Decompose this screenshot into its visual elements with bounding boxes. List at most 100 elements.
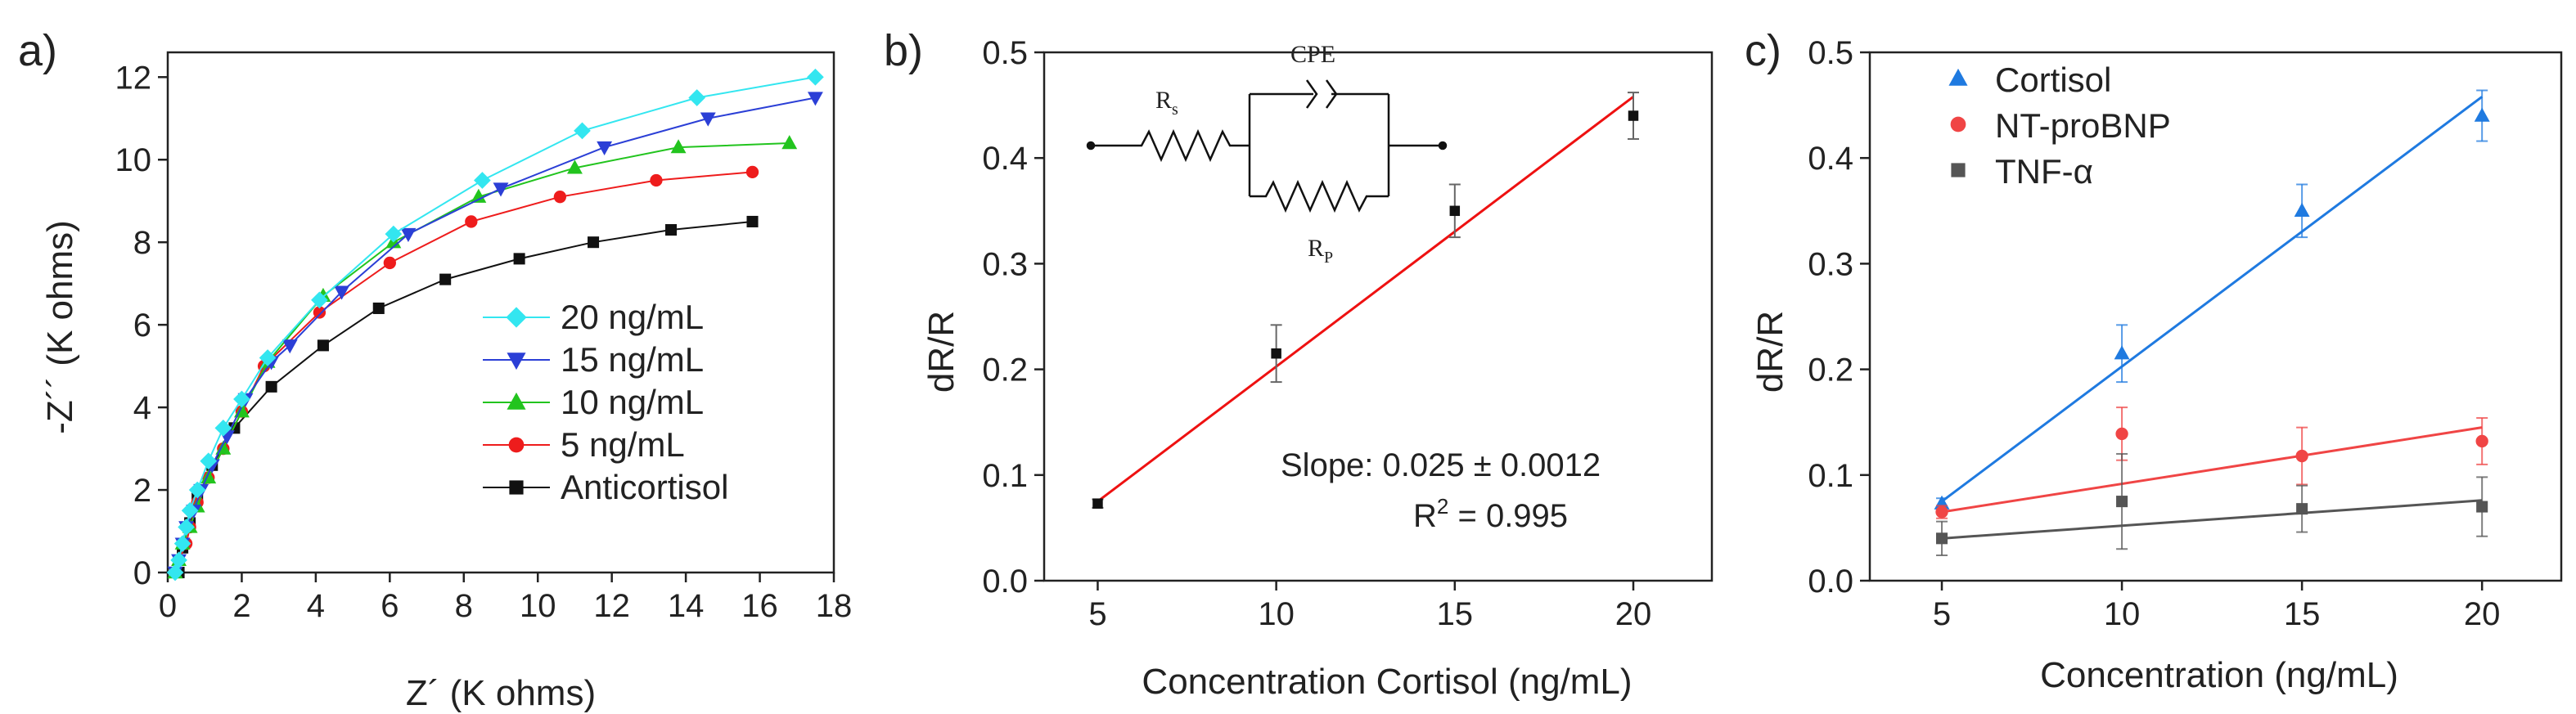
y-tick-label: 4 xyxy=(133,390,151,426)
data-point xyxy=(2295,449,2308,463)
data-point xyxy=(670,139,687,154)
y-tick-label: 6 xyxy=(133,308,151,344)
data-point xyxy=(439,273,452,285)
data-point xyxy=(178,519,195,536)
data-point xyxy=(2294,202,2310,217)
series-line xyxy=(174,76,816,573)
r-squared-label: R xyxy=(1413,498,1437,534)
y-tick-label: 0.5 xyxy=(982,35,1028,71)
data-point xyxy=(746,215,759,227)
y-tick-label: 10 xyxy=(115,142,152,178)
x-tick-label: 5 xyxy=(1933,596,1951,632)
legend-marker xyxy=(506,307,527,328)
data-point xyxy=(317,339,329,352)
legend-label: 10 ng/mL xyxy=(561,383,704,421)
data-point xyxy=(385,225,403,243)
data-point xyxy=(553,191,567,204)
data-point xyxy=(2296,503,2308,515)
legend-marker xyxy=(1950,116,1966,132)
data-point xyxy=(1936,532,1948,545)
data-point xyxy=(493,182,509,197)
x-tick-label: 20 xyxy=(1615,596,1652,632)
data-point xyxy=(233,390,250,408)
circuit-label-rs-main: R xyxy=(1155,87,1172,114)
panel-a-ylabel: -Z´´ (K ohms) xyxy=(40,220,80,434)
data-point xyxy=(173,535,191,553)
data-point xyxy=(745,165,759,179)
circuit-label-rs-sub: s xyxy=(1172,101,1178,119)
data-point xyxy=(807,68,824,86)
fit-line xyxy=(1097,96,1634,503)
panel-b-ylabel: dR/R xyxy=(921,311,961,393)
data-point xyxy=(311,291,328,309)
data-point xyxy=(513,253,525,265)
fit-line xyxy=(1941,426,2483,514)
legend-marker xyxy=(508,437,525,453)
r-squared-annotation: R2 = 0.995 xyxy=(1413,494,1568,534)
data-point xyxy=(181,501,199,519)
y-tick-label: 0.3 xyxy=(982,246,1028,282)
x-tick-label: 5 xyxy=(1088,596,1106,632)
legend-label: 20 ng/mL xyxy=(561,298,704,336)
data-point xyxy=(265,380,277,393)
panel-b-xlabel: Concentration Cortisol (ng/mL) xyxy=(1142,662,1632,702)
equivalent-circuit-inset xyxy=(1086,79,1448,213)
plot-frame xyxy=(1868,51,2563,582)
y-tick-label: 0.1 xyxy=(1808,458,1853,494)
data-point xyxy=(334,285,349,300)
legend-label: 15 ng/mL xyxy=(561,340,704,379)
x-tick-label: 10 xyxy=(2104,596,2141,632)
legend-label: NT-proBNP xyxy=(1995,106,2171,145)
legend-marker xyxy=(509,480,524,495)
data-point xyxy=(313,306,327,319)
data-point xyxy=(807,92,823,106)
data-point xyxy=(259,349,277,366)
data-point xyxy=(665,224,678,236)
data-point xyxy=(214,419,232,437)
r-squared-sup: 2 xyxy=(1437,494,1448,519)
data-point xyxy=(1092,498,1103,509)
x-tick-label: 6 xyxy=(381,588,399,624)
x-tick-label: 4 xyxy=(307,588,325,624)
y-tick-label: 0.5 xyxy=(1808,35,1853,71)
data-point xyxy=(1449,205,1461,217)
x-tick-label: 15 xyxy=(2284,596,2321,632)
data-point xyxy=(372,302,385,314)
legend-label: Cortisol xyxy=(1995,61,2111,99)
panel-c-label: c) xyxy=(1745,26,1781,75)
legend-marker xyxy=(1948,68,1968,86)
panel-c-selectivity-plot: c) dR/R Concentration (ng/mL) 5 10 15 20 0.0… xyxy=(1745,26,2563,695)
data-point xyxy=(2476,501,2488,513)
data-point xyxy=(465,215,478,228)
circuit-label-cpe: CPE xyxy=(1290,41,1335,68)
legend-marker xyxy=(507,392,526,410)
legend-label: 5 ng/mL xyxy=(561,425,685,464)
panel-a-xlabel: Z´ (K ohms) xyxy=(406,673,596,713)
x-tick-label: 14 xyxy=(668,588,705,624)
data-point xyxy=(2115,427,2128,441)
x-tick-label: 0 xyxy=(159,588,177,624)
data-point xyxy=(2116,496,2128,508)
panel-c-ylabel: dR/R xyxy=(1750,311,1790,393)
plot-frame xyxy=(1043,51,1714,582)
x-tick-label: 16 xyxy=(741,588,778,624)
y-tick-label: 0.4 xyxy=(1808,141,1853,177)
slope-annotation-value: 0.025 ± 0.0012 xyxy=(1383,447,1601,483)
data-point xyxy=(1271,348,1281,359)
resistor-rs xyxy=(1091,128,1250,163)
circuit-label-rp: RP xyxy=(1308,235,1333,267)
data-point xyxy=(281,339,298,354)
legend-marker xyxy=(1951,163,1966,177)
fit-line xyxy=(1941,96,2484,503)
data-point xyxy=(200,452,218,470)
data-point xyxy=(574,122,591,140)
data-point xyxy=(471,188,487,203)
data-point xyxy=(166,564,184,582)
x-tick-label: 8 xyxy=(455,588,473,624)
fit-line xyxy=(1941,499,2483,540)
panel-b-label: b) xyxy=(884,26,923,75)
circuit-label-rs: Rs xyxy=(1155,87,1178,119)
y-tick-label: 12 xyxy=(115,60,152,96)
y-tick-label: 0.3 xyxy=(1808,246,1853,282)
